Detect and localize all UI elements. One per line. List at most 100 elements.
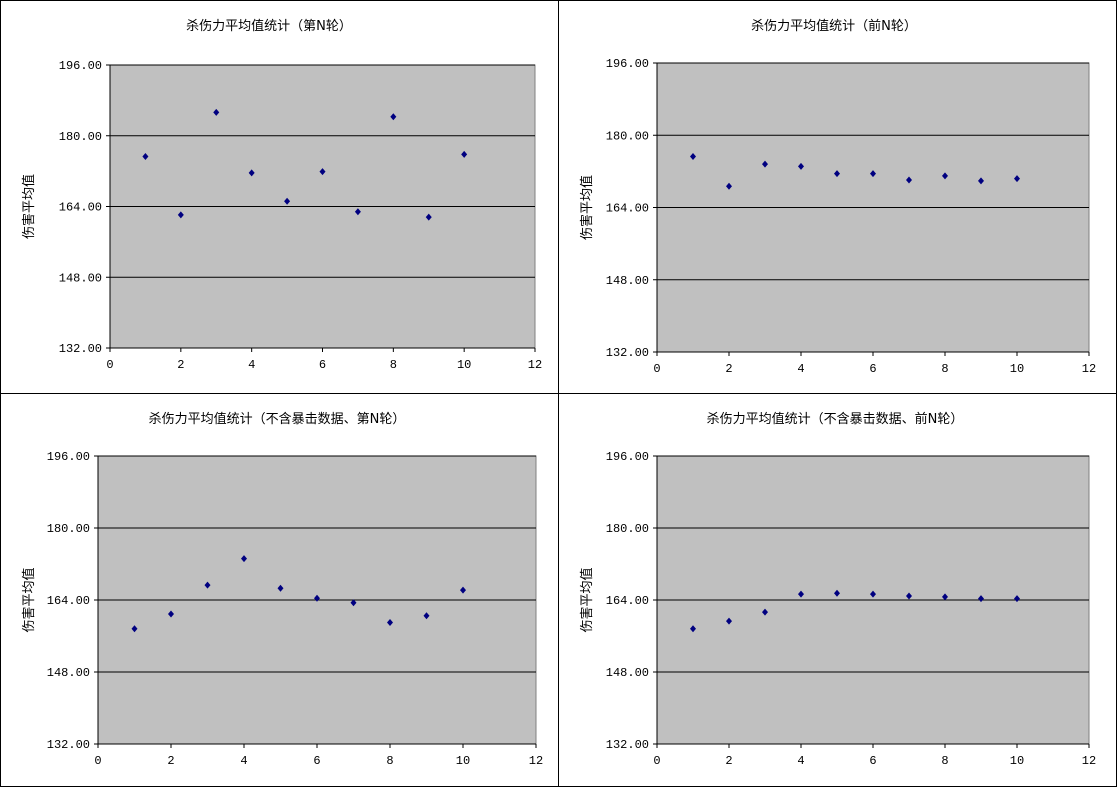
x-tick-label: 0 — [94, 754, 101, 768]
data-point — [870, 170, 876, 178]
x-tick-label: 6 — [313, 754, 320, 768]
y-tick-label: 180.00 — [606, 129, 649, 143]
y-tick-label: 164.00 — [59, 201, 102, 215]
x-tick-label: 2 — [725, 362, 732, 376]
data-point — [177, 211, 184, 219]
data-point — [762, 608, 768, 616]
y-tick-label: 164.00 — [47, 594, 90, 608]
data-point — [942, 593, 948, 601]
x-tick-label: 0 — [653, 362, 660, 376]
data-point — [798, 590, 804, 598]
y-tick-label: 148.00 — [59, 271, 102, 285]
x-tick-label: 0 — [653, 754, 660, 768]
chart-svg: 132.00 148.00 164.00 180.00 196.00 0 2 4 6 8 10 12 杀… — [579, 411, 1096, 768]
data-point — [906, 592, 912, 600]
x-tick-label: 2 — [167, 754, 174, 768]
x-tick-label: 4 — [248, 358, 255, 372]
x-tick-label: 2 — [177, 358, 184, 372]
chart-svg: 132.00 148.00 164.00 180.00 196.00 0 2 4 6 8 10 12 杀… — [21, 18, 542, 372]
x-tick-label: 6 — [319, 358, 326, 372]
data-point — [798, 162, 804, 170]
x-tick-label: 12 — [1082, 754, 1096, 768]
x-tick-label: 10 — [457, 358, 471, 372]
x-tick-label: 10 — [1010, 754, 1024, 768]
chart-title: 杀伤力平均值统计（不含暴击数据、前N轮） — [707, 411, 964, 427]
data-point — [690, 625, 696, 633]
data-point — [241, 555, 247, 563]
data-point — [906, 176, 912, 184]
data-point — [387, 619, 393, 626]
y-tick-label: 180.00 — [59, 130, 102, 144]
x-tick-label: 8 — [390, 358, 397, 372]
y-tick-label: 196.00 — [606, 450, 649, 464]
data-point — [131, 625, 138, 633]
y-tick-label: 180.00 — [606, 522, 649, 536]
data-point — [942, 172, 948, 180]
data-point — [168, 610, 174, 618]
data-point — [762, 160, 768, 168]
y-tick-label: 196.00 — [47, 450, 90, 464]
x-tick-label: 12 — [528, 358, 542, 372]
data-point — [1014, 595, 1020, 603]
chart-svg: 132.00 148.00 164.00 180.00 196.00 0 2 4 6 8 10 12 杀… — [579, 18, 1096, 376]
y-tick-label: 148.00 — [47, 666, 90, 680]
data-point — [142, 153, 149, 161]
y-tick-label: 148.00 — [606, 666, 649, 680]
y-axis-label: 伤害平均值 — [21, 567, 37, 632]
data-point — [425, 213, 432, 221]
data-point — [354, 208, 361, 216]
data-point — [248, 169, 255, 177]
data-point — [319, 168, 326, 176]
y-tick-label: 164.00 — [606, 202, 649, 216]
data-point — [204, 581, 211, 589]
data-point — [460, 586, 466, 594]
data-point — [314, 594, 320, 602]
data-point — [834, 170, 840, 178]
x-tick-label: 0 — [106, 358, 113, 372]
data-point — [277, 584, 284, 592]
data-point — [461, 150, 468, 158]
x-tick-label: 8 — [941, 754, 948, 768]
data-point — [390, 113, 397, 121]
x-tick-label: 12 — [1082, 362, 1096, 376]
y-axis-label: 伤害平均值 — [579, 175, 595, 240]
y-tick-label: 164.00 — [606, 594, 649, 608]
chart-panel-first-n: 132.00 148.00 164.00 180.00 196.00 0 2 4 6 8 10 12 杀… — [558, 0, 1117, 394]
x-tick-label: 2 — [725, 754, 732, 768]
y-tick-label: 180.00 — [47, 522, 90, 536]
y-tick-label: 132.00 — [59, 342, 102, 356]
x-tick-label: 4 — [797, 362, 804, 376]
chart-panel-no-crit-first-n: 132.00 148.00 164.00 180.00 196.00 0 2 4 6 8 10 12 杀… — [558, 393, 1117, 787]
data-point — [726, 617, 732, 625]
x-tick-label: 4 — [240, 754, 247, 768]
data-point — [690, 152, 696, 160]
chart-svg: 132.00 148.00 164.00 180.00 196.00 0 2 4 6 8 10 12 杀… — [21, 411, 543, 768]
x-tick-label: 4 — [797, 754, 804, 768]
y-tick-label: 132.00 — [606, 738, 649, 752]
x-tick-label: 10 — [456, 754, 470, 768]
x-tick-label: 8 — [941, 362, 948, 376]
y-axis-label: 伤害平均值 — [579, 567, 595, 632]
data-point — [978, 595, 984, 603]
y-tick-label: 148.00 — [606, 274, 649, 288]
y-tick-label: 196.00 — [606, 57, 649, 71]
chart-title: 杀伤力平均值统计（前N轮） — [751, 18, 917, 34]
y-axis-label: 伤害平均值 — [21, 174, 37, 239]
data-point — [350, 599, 357, 607]
y-tick-label: 132.00 — [606, 346, 649, 360]
chart-panel-round-n: 132.00 148.00 164.00 180.00 196.00 0 2 4 6 8 10 12 杀… — [0, 0, 559, 394]
chart-panel-no-crit-round-n: 132.00 148.00 164.00 180.00 196.00 0 2 4 6 8 10 12 杀… — [0, 393, 559, 787]
data-point — [1014, 175, 1020, 183]
data-point — [423, 612, 430, 620]
x-tick-label: 8 — [386, 754, 393, 768]
x-tick-label: 10 — [1010, 362, 1024, 376]
x-tick-label: 6 — [869, 362, 876, 376]
x-tick-label: 6 — [869, 754, 876, 768]
data-point — [834, 589, 840, 597]
y-tick-label: 196.00 — [59, 59, 102, 73]
y-tick-label: 132.00 — [47, 738, 90, 752]
data-point — [726, 182, 732, 190]
data-point — [284, 197, 291, 205]
chart-title: 杀伤力平均值统计（不含暴击数据、第N轮） — [149, 411, 406, 427]
data-point — [870, 590, 876, 598]
